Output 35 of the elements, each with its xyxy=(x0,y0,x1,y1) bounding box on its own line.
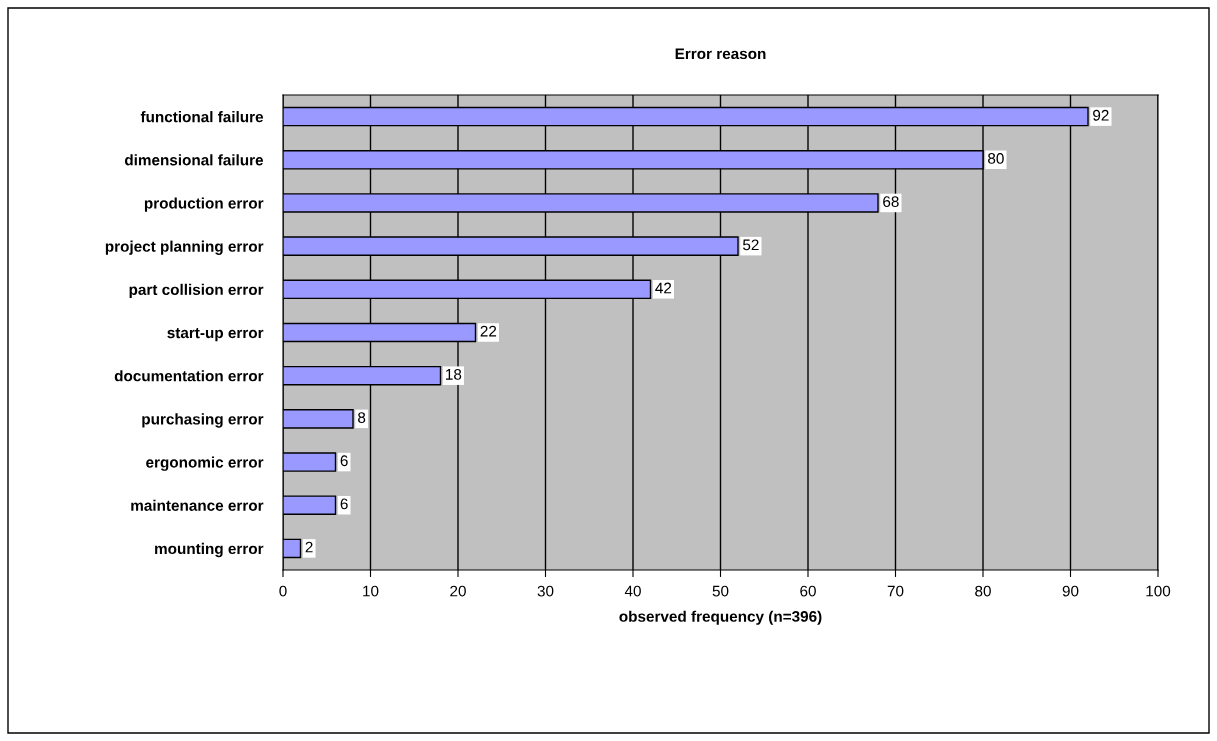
data-label: 18 xyxy=(446,368,462,380)
y-tick-label: project planning error xyxy=(105,240,264,255)
x-tick-label: 100 xyxy=(1146,585,1171,597)
x-tick-label: 10 xyxy=(363,585,379,597)
y-tick-label: maintenance error xyxy=(131,499,264,511)
y-tick-label: documentation error xyxy=(114,370,264,382)
data-label: 2 xyxy=(305,541,313,553)
y-tick-label: mounting error xyxy=(155,542,264,558)
x-tick-label: 0 xyxy=(279,585,287,597)
data-label: 52 xyxy=(742,239,759,251)
data-label: 68 xyxy=(883,196,899,208)
x-axis-title: observed frequency (n=396) xyxy=(619,610,822,625)
data-label: 6 xyxy=(340,455,348,467)
x-tick-label: 30 xyxy=(537,585,554,597)
y-tick-label: ergonomic error xyxy=(146,456,264,471)
y-tick-label: production error xyxy=(144,197,264,212)
y-tick-label: purchasing error xyxy=(142,413,264,428)
y-tick-label: start-up error xyxy=(167,328,264,342)
y-tick-label: dimensional failure xyxy=(124,154,264,166)
x-tick-label: 40 xyxy=(624,585,641,597)
x-tick-label: 80 xyxy=(975,585,991,597)
x-tick-label: 20 xyxy=(450,585,466,597)
data-label: 92 xyxy=(1093,109,1109,121)
data-label: 8 xyxy=(358,412,366,423)
y-tick-label: functional failure xyxy=(140,111,264,123)
data-label: 22 xyxy=(480,325,497,337)
x-tick-label: 90 xyxy=(1062,585,1079,597)
chart-title: Error reason xyxy=(675,48,766,60)
data-label: 6 xyxy=(340,498,348,510)
x-tick-label: 70 xyxy=(887,585,904,597)
x-tick-label: 50 xyxy=(712,585,729,597)
data-label: 80 xyxy=(988,153,1004,164)
x-tick-label: 60 xyxy=(800,585,816,597)
y-tick-label: part collision error xyxy=(129,283,264,299)
data-label: 42 xyxy=(655,282,672,294)
